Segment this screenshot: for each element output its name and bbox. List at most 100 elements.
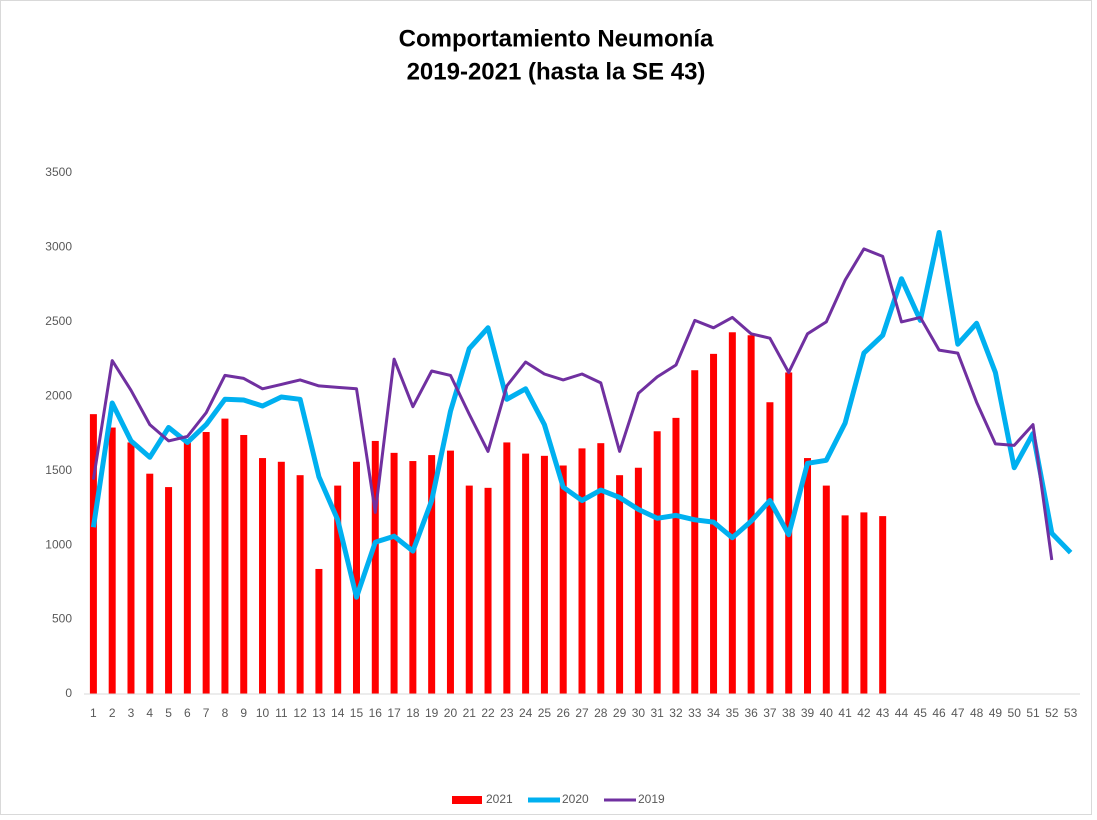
x-tick-label: 51 [1026, 706, 1040, 720]
bar [259, 458, 267, 694]
chart-subtitle: 2019-2021 (hasta la SE 43) [407, 58, 706, 85]
line-series [91, 247, 1054, 561]
x-tick-label: 40 [820, 706, 834, 720]
legend-swatch [452, 796, 482, 804]
bar [277, 461, 285, 694]
y-tick-label: 0 [65, 686, 72, 700]
x-tick-label: 42 [857, 706, 871, 720]
x-tick-label: 18 [406, 706, 420, 720]
x-tick-label: 1 [90, 706, 97, 720]
bar [89, 414, 97, 694]
x-tick-label: 6 [184, 706, 191, 720]
x-tick-label: 48 [970, 706, 984, 720]
bar [841, 515, 849, 694]
x-tick-label: 17 [387, 706, 401, 720]
bar [540, 455, 548, 694]
bar [691, 370, 699, 694]
bar [165, 487, 173, 694]
x-tick-label: 11 [275, 706, 288, 720]
chart-title: Comportamiento Neumonía [399, 25, 714, 52]
x-tick-label: 49 [989, 706, 1003, 720]
y-tick-label: 1500 [45, 463, 72, 477]
x-tick-label: 53 [1064, 706, 1078, 720]
bar [616, 475, 624, 694]
bar [597, 443, 605, 694]
x-tick-label: 39 [801, 706, 815, 720]
bar [522, 453, 530, 694]
x-tick-label: 28 [594, 706, 608, 720]
bar [409, 461, 417, 694]
bar [653, 431, 661, 694]
x-tick-label: 14 [331, 706, 345, 720]
x-tick-label: 21 [463, 706, 477, 720]
x-tick-label: 41 [838, 706, 852, 720]
x-tick-label: 8 [222, 706, 229, 720]
x-tick-label: 36 [744, 706, 758, 720]
x-tick-label: 38 [782, 706, 796, 720]
x-tick-label: 13 [312, 706, 326, 720]
legend-label: 2021 [486, 792, 513, 806]
x-tick-label: 2 [109, 706, 116, 720]
legend-label: 2019 [638, 792, 665, 806]
x-tick-label: 19 [425, 706, 439, 720]
bar [202, 432, 210, 694]
bar [352, 461, 360, 694]
bar [127, 442, 135, 694]
bar [465, 485, 473, 694]
y-tick-label: 1000 [45, 537, 72, 551]
x-tick-label: 16 [369, 706, 383, 720]
bar [371, 440, 379, 694]
bar [146, 473, 154, 694]
bar [484, 487, 492, 694]
bar [672, 417, 680, 694]
x-tick-label: 46 [932, 706, 946, 720]
y-tick-label: 3500 [45, 165, 72, 179]
bar [879, 516, 887, 694]
x-tick-label: 43 [876, 706, 890, 720]
y-tick-label: 2000 [45, 388, 72, 402]
bar [503, 442, 511, 694]
bar [296, 475, 304, 694]
x-tick-label: 47 [951, 706, 965, 720]
legend-label: 2020 [562, 792, 589, 806]
bar [747, 335, 755, 694]
x-tick-label: 44 [895, 706, 909, 720]
x-tick-label: 37 [763, 706, 777, 720]
x-tick-label: 23 [500, 706, 514, 720]
x-tick-label: 4 [146, 706, 153, 720]
bar [766, 402, 774, 694]
y-tick-label: 3000 [45, 240, 72, 254]
bar [334, 485, 342, 694]
x-tick-label: 15 [350, 706, 364, 720]
bar [728, 332, 736, 694]
bar [221, 418, 229, 694]
x-tick-label: 7 [203, 706, 210, 720]
bar [428, 455, 436, 694]
x-tick-label: 10 [256, 706, 270, 720]
bar [446, 450, 454, 694]
bar [559, 465, 567, 694]
bar [240, 434, 248, 694]
bar [390, 452, 398, 694]
x-tick-label: 20 [444, 706, 458, 720]
x-tick-label: 22 [481, 706, 495, 720]
x-tick-label: 26 [557, 706, 571, 720]
x-tick-label: 9 [240, 706, 247, 720]
x-tick-label: 24 [519, 706, 533, 720]
x-tick-label: 5 [165, 706, 172, 720]
x-tick-label: 3 [128, 706, 135, 720]
x-tick-label: 45 [914, 706, 928, 720]
x-tick-label: 32 [669, 706, 683, 720]
bar [108, 427, 116, 694]
x-tick-label: 29 [613, 706, 627, 720]
bar [822, 485, 830, 694]
x-tick-label: 25 [538, 706, 552, 720]
x-tick-label: 35 [726, 706, 740, 720]
x-tick-label: 12 [293, 706, 307, 720]
bar [315, 568, 323, 694]
x-tick-label: 27 [575, 706, 589, 720]
x-tick-label: 34 [707, 706, 721, 720]
y-tick-label: 500 [52, 612, 72, 626]
bar [804, 458, 812, 694]
bar [578, 448, 586, 694]
